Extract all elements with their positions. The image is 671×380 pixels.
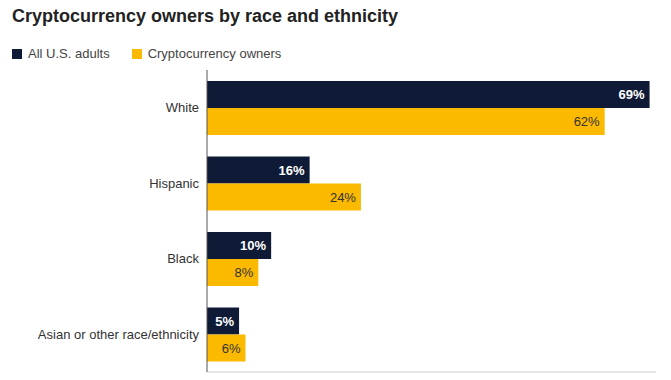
svg-text:5%: 5% bbox=[215, 314, 234, 329]
svg-text:8%: 8% bbox=[235, 265, 254, 280]
svg-text:62%: 62% bbox=[574, 114, 600, 129]
svg-text:69%: 69% bbox=[619, 87, 645, 102]
svg-text:10%: 10% bbox=[240, 238, 266, 253]
html-text:Cryptocurrency owners by race: Cryptocurrency owners by race and ethnic… bbox=[12, 6, 399, 26]
svg-text:24%: 24% bbox=[330, 190, 356, 205]
svg-text:Black: Black bbox=[167, 251, 199, 266]
html-text:All U.S. adults: All U.S. adults bbox=[28, 46, 110, 61]
html-text:Cryptocurrency owners: Cryptocurrency owners bbox=[147, 46, 282, 61]
svg-text:16%: 16% bbox=[279, 163, 305, 178]
svg-text:Hispanic: Hispanic bbox=[149, 176, 199, 191]
svg-text:Asian or other race/ethnicity: Asian or other race/ethnicity bbox=[38, 327, 200, 342]
svg-text:6%: 6% bbox=[222, 341, 241, 356]
svg-text:White: White bbox=[166, 100, 199, 115]
